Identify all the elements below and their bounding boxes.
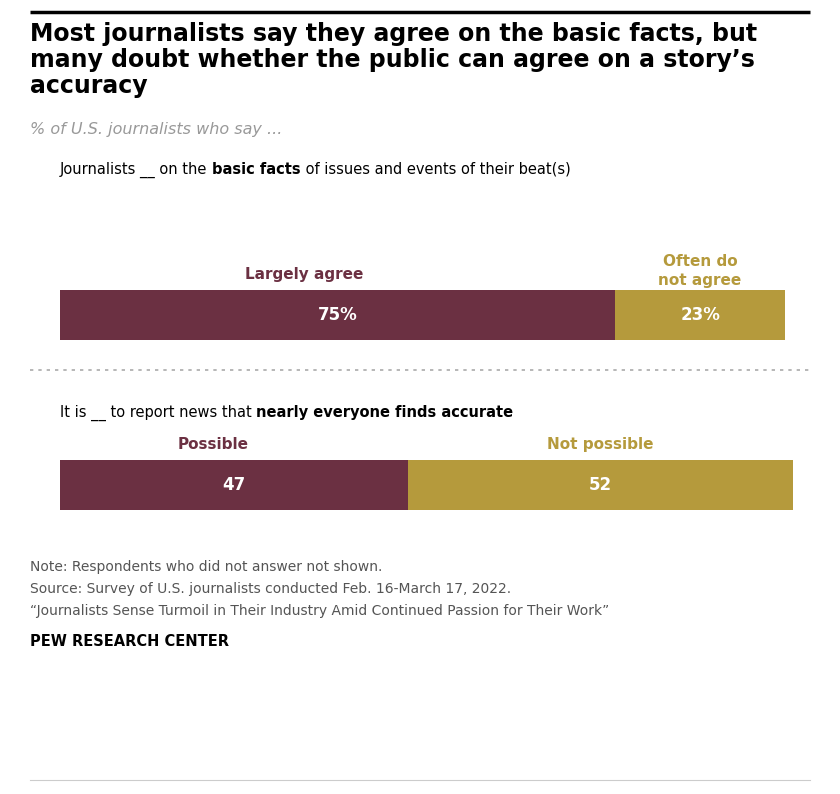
- Bar: [60, 460, 407, 510]
- Text: 23%: 23%: [680, 306, 720, 324]
- Text: 47: 47: [223, 476, 245, 494]
- Text: of issues and events of their beat(s): of issues and events of their beat(s): [301, 162, 570, 177]
- Text: Often do
not agree: Often do not agree: [659, 254, 742, 288]
- Bar: [60, 290, 615, 340]
- Text: nearly everyone finds accurate: nearly everyone finds accurate: [256, 405, 513, 420]
- Text: Journalists __ on the: Journalists __ on the: [60, 162, 212, 178]
- Text: PEW RESEARCH CENTER: PEW RESEARCH CENTER: [30, 634, 229, 649]
- Text: basic facts: basic facts: [212, 162, 301, 177]
- Text: 52: 52: [589, 476, 612, 494]
- Text: Source: Survey of U.S. journalists conducted Feb. 16-March 17, 2022.: Source: Survey of U.S. journalists condu…: [30, 582, 511, 596]
- Text: % of U.S. journalists who say ...: % of U.S. journalists who say ...: [30, 122, 282, 137]
- Bar: [407, 460, 793, 510]
- Text: Most journalists say they agree on the basic facts, but: Most journalists say they agree on the b…: [30, 22, 757, 46]
- Text: It is __ to report news that: It is __ to report news that: [60, 405, 256, 421]
- Text: Possible: Possible: [177, 437, 249, 452]
- Text: Largely agree: Largely agree: [245, 267, 364, 282]
- Text: Not possible: Not possible: [547, 437, 654, 452]
- Text: “Journalists Sense Turmoil in Their Industry Amid Continued Passion for Their Wo: “Journalists Sense Turmoil in Their Indu…: [30, 604, 609, 618]
- Bar: [615, 290, 785, 340]
- Text: 75%: 75%: [318, 306, 357, 324]
- Text: accuracy: accuracy: [30, 74, 148, 98]
- Text: many doubt whether the public can agree on a story’s: many doubt whether the public can agree …: [30, 48, 755, 72]
- Text: Note: Respondents who did not answer not shown.: Note: Respondents who did not answer not…: [30, 560, 382, 574]
